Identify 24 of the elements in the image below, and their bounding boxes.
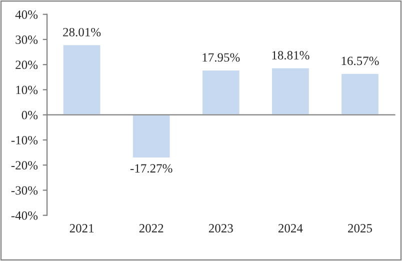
x-tick-label: 2022 [139, 224, 164, 232]
y-tick-label: 0% [22, 110, 38, 120]
x-tick-label: 2024 [278, 224, 303, 232]
y-tick-label: 10% [16, 86, 38, 94]
x-tick-label: 2023 [208, 224, 233, 232]
data-label: -17.27% [130, 164, 172, 173]
y-tick-label: -40% [11, 211, 38, 220]
x-tick-label: 2025 [348, 224, 372, 232]
y-tick-label: -10% [11, 136, 38, 144]
data-label: 17.95% [202, 53, 240, 62]
y-tick-label: -30% [11, 186, 38, 195]
bar [201, 69, 241, 116]
bar [132, 114, 172, 159]
y-tick-label: 30% [16, 36, 38, 44]
data-label: 16.57% [342, 56, 379, 66]
bar [270, 66, 310, 116]
bar [62, 44, 102, 116]
data-label: 28.01% [63, 28, 101, 36]
data-label: 18.81% [272, 51, 310, 60]
y-tick-label: 20% [16, 60, 38, 70]
x-tick-label: 2021 [70, 224, 94, 232]
y-tick-label: -20% [11, 161, 38, 170]
y-tick-label: 40% [15, 10, 38, 19]
bar [340, 72, 380, 116]
